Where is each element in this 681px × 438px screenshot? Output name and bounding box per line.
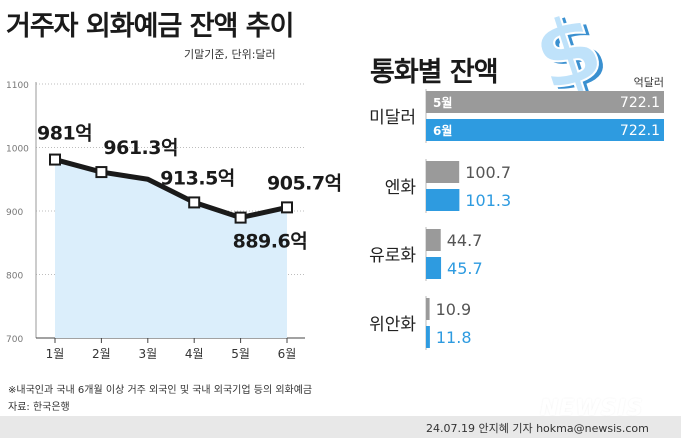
bar-value-label: 45.7 xyxy=(447,259,483,278)
x-tick-label: 4월 xyxy=(185,347,204,361)
series-line xyxy=(54,157,288,221)
category-label: 위안화 xyxy=(369,315,416,335)
bar xyxy=(426,229,441,251)
page-title: 거주자 외화예금 잔액 추이 xyxy=(6,11,294,42)
y-tick-label: 1000 xyxy=(6,145,29,155)
data-point-marker xyxy=(188,196,201,209)
bar-chart-title: 통화별 잔액 xyxy=(370,57,499,88)
unit-label: 억달러 xyxy=(634,76,664,89)
data-point-marker xyxy=(234,211,247,224)
footnote: ※내국인과 국내 6개월 이상 거주 외국인 및 국내 외국기업 등의 외화예금 xyxy=(8,385,313,396)
data-point-marker xyxy=(95,166,108,179)
category-label: 유로화 xyxy=(369,246,416,266)
bar-value-label: 100.7 xyxy=(465,163,511,182)
infographic-panel: 거주자 외화예금 잔액 추이 기말기준, 단위:달러 700 800 900 1000… xyxy=(0,0,681,416)
basis-unit-label: 기말기준, 단위:달러 xyxy=(184,48,276,61)
data-label: 905.7억 xyxy=(267,172,342,194)
bar xyxy=(426,326,430,348)
x-tick-label: 1월 xyxy=(46,347,65,361)
y-tick-label: 900 xyxy=(6,208,23,218)
data-point-marker xyxy=(49,153,61,166)
area-fill xyxy=(55,159,287,338)
data-label: 961.3억 xyxy=(103,137,178,159)
watermark-logo: NEWSIS xyxy=(540,396,644,421)
y-tick-label: 1100 xyxy=(6,81,29,91)
byline: 24.07.19 안지혜 기자 hokma@newsis.com xyxy=(426,422,649,435)
category-label: 엔화 xyxy=(385,178,417,198)
x-tick-label: 5월 xyxy=(231,347,250,361)
data-label: 913.5억 xyxy=(160,167,235,189)
data-label: 981억 xyxy=(37,123,92,145)
bar-value-label: 722.1 xyxy=(620,123,660,139)
x-tick-label: 6월 xyxy=(278,347,297,361)
bar xyxy=(426,91,664,113)
source-note: 자료: 한국은행 xyxy=(8,402,70,413)
legend-label: 5월 xyxy=(433,95,452,110)
bar-value-label: 11.8 xyxy=(436,328,472,347)
bar xyxy=(426,161,460,183)
legend-label: 6월 xyxy=(433,123,452,138)
data-label: 889.6억 xyxy=(233,231,308,253)
bar-value-label: 101.3 xyxy=(465,191,511,210)
y-tick-label: 700 xyxy=(6,335,23,345)
bar xyxy=(426,298,430,320)
data-point-marker xyxy=(281,201,293,214)
line-chart: 700 800 900 1000 1100 1월 2월 3월 4월 5월 6월 981억 961.3억 9… xyxy=(6,81,342,361)
bar xyxy=(426,119,664,141)
y-tick-label: 800 xyxy=(6,272,23,282)
bar-value-label: 722.1 xyxy=(620,95,660,111)
category-label: 미달러 xyxy=(369,108,416,128)
bar-value-label: 10.9 xyxy=(436,300,472,319)
x-tick-label: 3월 xyxy=(138,347,157,361)
x-tick-label: 2월 xyxy=(92,347,111,361)
dollar-sign-icon: $ $ xyxy=(520,2,618,102)
bar xyxy=(426,189,460,211)
bar-value-label: 44.7 xyxy=(447,231,483,250)
bar xyxy=(426,257,442,279)
